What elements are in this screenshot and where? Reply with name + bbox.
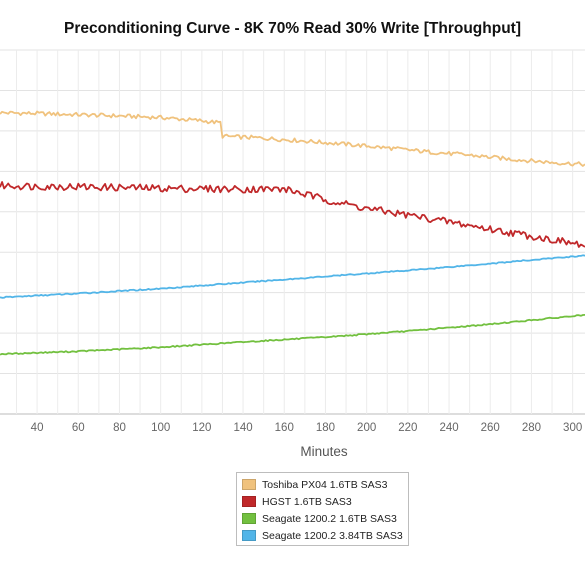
legend-label: Seagate 1200.2 3.84TB SAS3 <box>262 529 403 542</box>
x-axis-title: Minutes <box>300 444 348 459</box>
legend-swatch <box>242 530 256 541</box>
chart-title: Preconditioning Curve - 8K 70% Read 30% … <box>63 20 521 37</box>
series-lines <box>0 110 585 356</box>
series-line <box>0 110 585 167</box>
x-tick-label: 240 <box>439 422 458 434</box>
series-line <box>0 314 585 356</box>
x-tick-label: 120 <box>192 422 211 434</box>
x-tick-label: 100 <box>151 422 170 434</box>
series-line <box>0 254 585 299</box>
legend-item[interactable]: HGST 1.6TB SAS3 <box>242 493 408 510</box>
x-tick-label: 260 <box>481 422 500 434</box>
legend-swatch <box>242 496 256 507</box>
legend-item[interactable]: Toshiba PX04 1.6TB SAS3 <box>242 476 408 493</box>
x-tick-label: 280 <box>522 422 541 434</box>
x-tick-label: 180 <box>316 422 335 434</box>
gridlines <box>0 49 585 415</box>
x-tick-label: 300 <box>563 422 582 434</box>
x-tick-label: 80 <box>113 422 126 434</box>
x-tick-labels: 40 60 80 100 120 140 160 180 200 220 240 260 280 300 <box>31 422 583 434</box>
x-tick-label: 200 <box>357 422 376 434</box>
x-tick-label: 140 <box>233 422 252 434</box>
x-tick-label: 220 <box>398 422 417 434</box>
legend-item[interactable]: Seagate 1200.2 1.6TB SAS3 <box>242 510 408 527</box>
x-tick-label: 40 <box>31 422 44 434</box>
legend-label: Toshiba PX04 1.6TB SAS3 <box>262 478 388 491</box>
legend-label: HGST 1.6TB SAS3 <box>262 495 352 508</box>
x-tick-label: 160 <box>275 422 294 434</box>
legend-swatch <box>242 479 256 490</box>
legend-swatch <box>242 513 256 524</box>
x-tick-label: 60 <box>72 422 85 434</box>
legend-item[interactable]: Seagate 1200.2 3.84TB SAS3 <box>242 527 408 544</box>
series-line <box>0 181 585 248</box>
legend-label: Seagate 1200.2 1.6TB SAS3 <box>262 512 397 525</box>
legend: Toshiba PX04 1.6TB SAS3 HGST 1.6TB SAS3 Se… <box>236 472 409 546</box>
